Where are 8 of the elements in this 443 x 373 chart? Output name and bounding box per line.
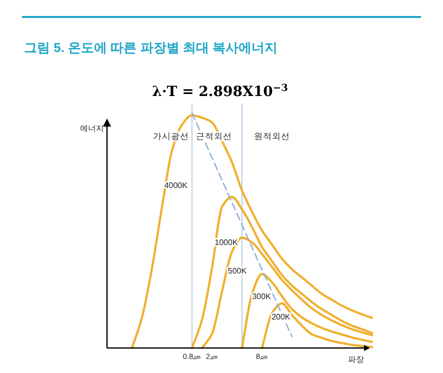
annotation: 원적외선 bbox=[254, 131, 290, 141]
chart-title: 그림 5. 온도에 따른 파장별 최대 복사에너지 bbox=[24, 40, 278, 55]
x-axis-title: 파장 bbox=[348, 355, 364, 364]
series-label: 200K bbox=[272, 312, 291, 322]
series-label: 500K bbox=[228, 266, 248, 276]
series-label: 300K bbox=[252, 292, 272, 302]
y-axis-title: 에너지 bbox=[80, 124, 104, 133]
chart-subtitle: λ·T = 2.898X10$^{−3}$ bbox=[152, 82, 288, 100]
